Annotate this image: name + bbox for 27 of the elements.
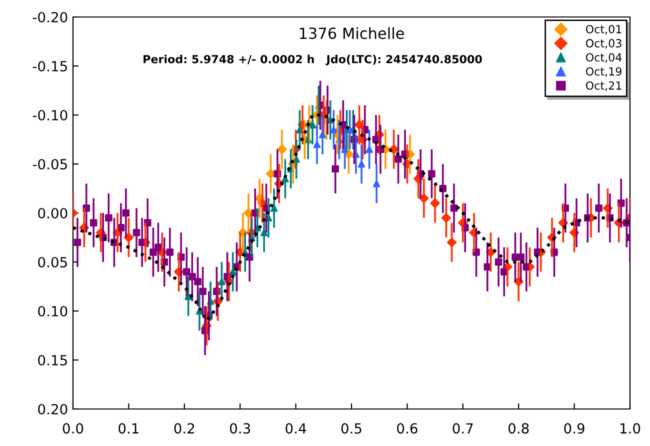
legend-label: Oct,03 [586,39,622,49]
y-tick-label: -0.10 [32,110,68,120]
x-tick-label: 0.1 [118,423,138,434]
x-tick-label: 0.3 [230,423,250,434]
y-tick-label: -0.05 [32,158,67,170]
y-tick-label: 0.15 [38,354,67,366]
y-tick-label: 0.00 [38,208,68,218]
x-tick-label: 0.4 [286,423,306,434]
text: 1376 Michelle [300,27,404,40]
x-tick-label: 0.0 [62,423,84,434]
x-tick-label: 0.8 [508,423,529,434]
x-tick-label: 0.9 [564,423,584,434]
x-tick-label: 0.7 [452,423,473,434]
x-tick-label: 0.5 [341,423,362,434]
legend-label: Oct,19 [586,67,622,77]
y-tick-label: 0.10 [38,306,68,316]
legend-label: Oct,04 [586,53,622,63]
x-tick-label: 1.0 [620,423,640,434]
legend-label: Oct,01 [586,24,622,35]
y-tick-label: -0.20 [32,12,68,22]
y-tick-label: 0.05 [38,256,67,268]
y-tick-label: -0.15 [32,60,67,72]
y-tick-label: 0.20 [38,404,68,414]
text: Period: 5.9748 +/- 0.0002 h Jdo(LTC): 2454740.85000 [144,54,482,66]
x-tick-label: 0.6 [397,423,418,434]
legend-label: Oct,21 [586,81,622,91]
x-tick-label: 0.2 [174,423,194,434]
